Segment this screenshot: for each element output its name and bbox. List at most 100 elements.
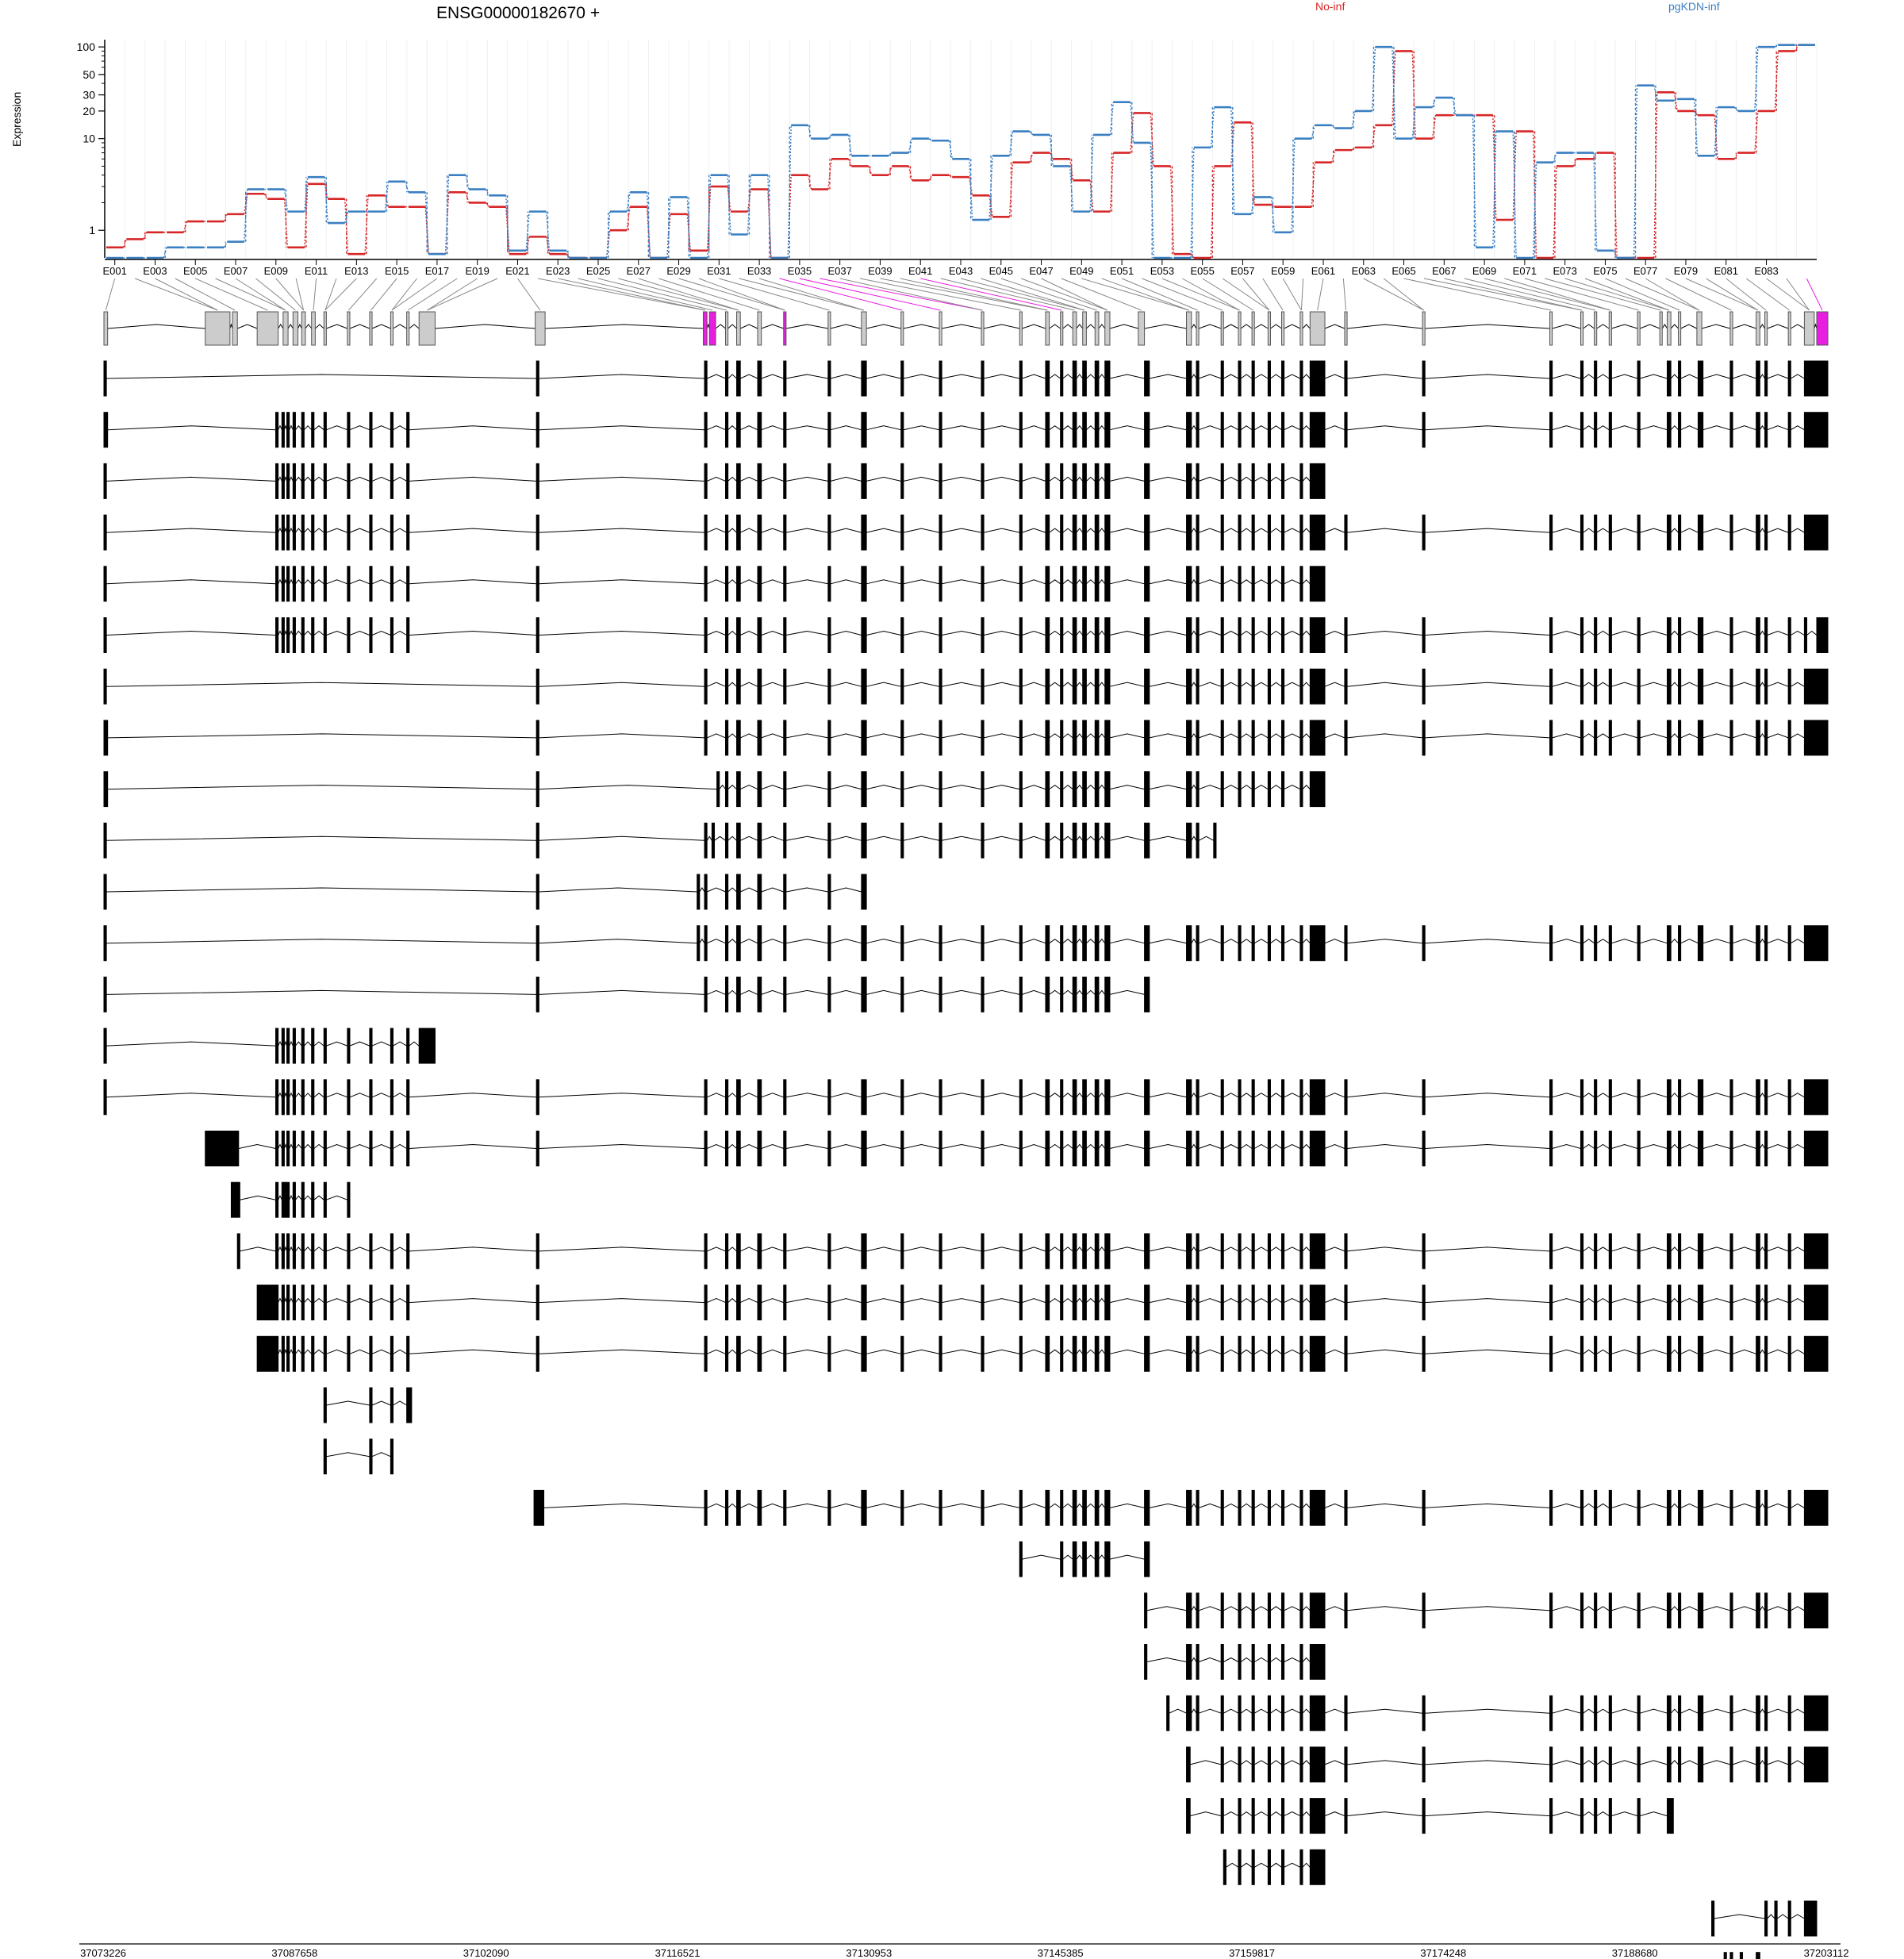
intron-line (1253, 374, 1269, 379)
exon-block (406, 514, 410, 551)
exon-block (725, 463, 729, 499)
intron-line (1049, 989, 1061, 995)
intron-line (903, 425, 940, 431)
exon-block (900, 1285, 904, 1321)
intron-line (1284, 1503, 1301, 1508)
intron-line (761, 939, 784, 944)
intron-line (349, 425, 370, 431)
intron-line (278, 578, 282, 585)
intron-line (1109, 425, 1145, 431)
exon-block (1549, 1695, 1553, 1731)
intron-line (740, 785, 758, 790)
exon-block (1082, 1079, 1087, 1116)
intron-line (866, 835, 901, 841)
series-join (948, 175, 953, 178)
exon-block (1787, 668, 1791, 705)
exon-block (281, 1028, 285, 1064)
exon-block (1422, 311, 1426, 346)
exon-block (1144, 1541, 1150, 1577)
legend-label-pgkdn-inf: pgKDN-inf (1668, 0, 1720, 13)
intron-line (1791, 1760, 1805, 1765)
exon-block (390, 412, 394, 448)
intron-line (1324, 1093, 1345, 1098)
intron-line (1149, 835, 1187, 841)
intron-line (1791, 374, 1805, 379)
exon-block (275, 566, 279, 602)
exon-block (103, 668, 107, 705)
exon-block (1220, 566, 1224, 602)
exon-block (292, 514, 296, 551)
intron-line (349, 1093, 370, 1098)
intron-line (942, 324, 982, 329)
exon-block (827, 822, 831, 859)
intron-line (283, 1296, 288, 1303)
exon-label: E019 (465, 265, 489, 277)
intron-line (1240, 1760, 1253, 1765)
exon-block (292, 1131, 296, 1166)
exon-block (1019, 771, 1023, 808)
exon-block (275, 617, 279, 653)
intron-line (1049, 425, 1061, 431)
exon-block (1309, 1644, 1326, 1680)
exon-connector (1142, 278, 1223, 311)
intron-line (106, 887, 537, 893)
intron-line (1191, 1708, 1197, 1714)
exon-block (736, 925, 741, 962)
transcript-row (103, 566, 1326, 602)
intron-line (1583, 1093, 1595, 1098)
exon-block (1280, 1131, 1285, 1166)
transcript-row (236, 1233, 1829, 1270)
exon-block (861, 463, 867, 499)
intron-line (740, 887, 758, 893)
genomic-axis-label: 37102090 (463, 1947, 509, 1959)
exon-block (1280, 1849, 1285, 1885)
intron-line (727, 989, 737, 995)
exon-block (757, 874, 762, 910)
intron-line (349, 1349, 370, 1354)
exon-block (1697, 412, 1704, 448)
exon-block (1238, 1849, 1242, 1885)
exon-block (311, 1028, 315, 1064)
exon-block (1580, 1233, 1584, 1270)
exon-connector (1242, 278, 1270, 311)
exon-block (1019, 360, 1023, 397)
exon-block (1220, 771, 1224, 808)
exon-block (757, 311, 762, 346)
intron-line (1022, 785, 1046, 790)
exon-block (725, 925, 729, 962)
exon-block (286, 1131, 290, 1166)
intron-line (1596, 1760, 1610, 1765)
intron-line (1791, 1246, 1805, 1252)
intron-line (727, 1246, 737, 1252)
intron-line (1552, 939, 1581, 944)
intron-line (1149, 528, 1187, 533)
exon-block (1267, 720, 1271, 756)
intron-line (1583, 1811, 1595, 1817)
exon-block (981, 617, 985, 653)
intron-line (1324, 425, 1345, 431)
exon-block (1267, 412, 1271, 448)
exon-block (1045, 617, 1050, 653)
intron-line (107, 425, 276, 431)
exon-connector (1121, 278, 1198, 311)
intron-line (740, 425, 758, 431)
intron-line (1680, 1349, 1699, 1354)
chart-title: ENSG00000182670 + (436, 4, 600, 22)
intron-line (283, 1092, 288, 1097)
intron-line (283, 1246, 288, 1252)
exon-connector (1363, 278, 1424, 311)
exon-block (1422, 668, 1426, 705)
intron-line (1062, 1246, 1073, 1252)
intron-line (539, 835, 705, 841)
intron-line (1284, 1349, 1301, 1354)
series-join (1169, 166, 1175, 255)
intron-line (1062, 939, 1073, 944)
intron-line (1076, 835, 1084, 841)
exon-label: E007 (224, 265, 248, 277)
exon-block (1082, 925, 1087, 962)
intron-line (1425, 1503, 1550, 1508)
intron-line (1284, 528, 1301, 533)
exon-block (900, 514, 904, 551)
exon-block (725, 1079, 729, 1116)
intron-line (295, 528, 302, 533)
